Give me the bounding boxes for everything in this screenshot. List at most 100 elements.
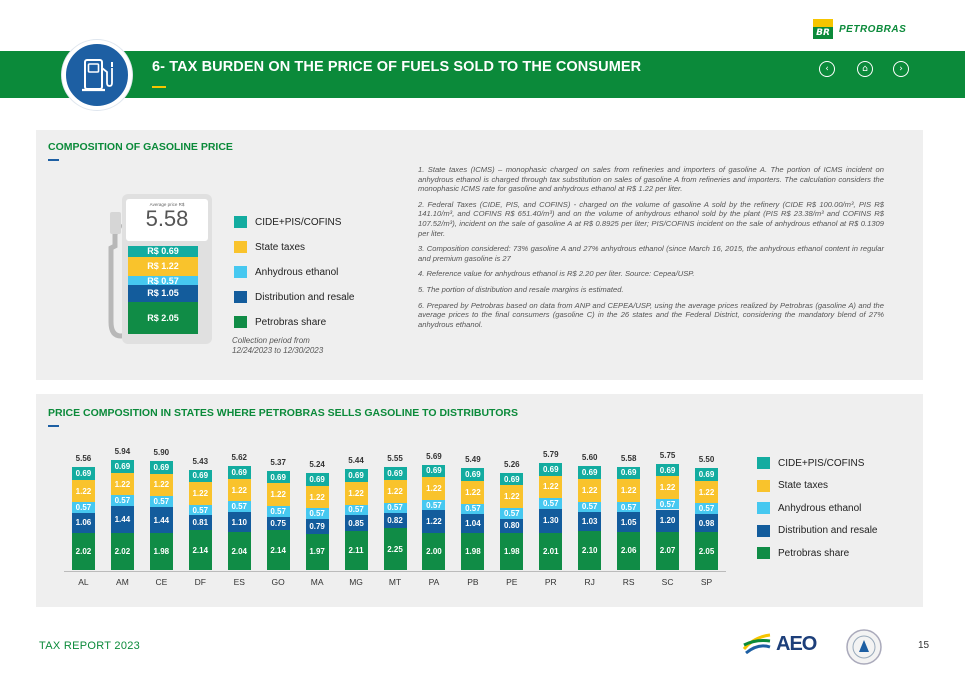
bar-segment: 0.69 [695,468,719,481]
bar-segment: 0.57 [383,502,407,514]
x-tick-label: DF [194,577,206,587]
legend-item-2: Anhydrous ethanol [757,502,878,514]
legend-label: Distribution and resale [255,291,355,303]
bar-segment: 2.14 [188,530,212,570]
bar-total: 5.69 [426,451,442,461]
pump-segment-state: R$ 1.22 [128,256,198,277]
note-5: 5. The portion of distribution and resal… [418,284,624,294]
bar-segment: 1.22 [227,478,251,502]
bar-segment: 1.04 [461,514,485,534]
bar-segment: 0.57 [617,501,641,513]
bar-segment: 2.01 [539,532,563,570]
bar-segment: 2.06 [617,531,641,570]
x-tick-label: SC [661,577,674,587]
section-underline [48,159,59,161]
bar-segment: 1.22 [383,480,407,503]
legend-item-1: State taxes [234,241,355,253]
note-1: 1. State taxes (ICMS) – monophasic charg… [418,165,884,194]
bar-segment: 1.22 [656,476,680,499]
note-6: 6. Prepared by Petrobras based on data f… [418,300,884,329]
bar-total: 5.90 [153,447,170,457]
bar-segment: 0.69 [227,466,251,479]
bar-total: 5.75 [659,450,676,460]
bar-segment: 0.57 [656,498,680,510]
avg-price-label: Average price R$ [149,202,185,207]
bar-segment: 1.10 [227,511,251,533]
section-icon-badge [62,40,132,110]
states-legend: CIDE+PIS/COFINS State taxes Anhydrous etha… [757,457,878,570]
pump-segment-ethanol: R$ 0.57 [128,276,198,286]
legend-swatch [234,216,247,228]
bar-total: 5.43 [192,456,209,466]
legend-label: State taxes [255,241,306,253]
bar-segment: 0.57 [227,501,251,512]
bar-total: 5.50 [698,455,715,465]
bar-MA: 1.97 0.79 0.57 1.22 0.69 [305,440,329,570]
bar-segment: 0.69 [71,467,95,480]
collection-line2: 12/24/2023 to 12/30/2023 [232,346,324,355]
bar-segment: 1.44 [149,506,173,534]
bar-segment: 2.11 [344,530,368,570]
bar-segment: 2.02 [71,532,95,570]
legend-label: State taxes [778,480,829,491]
home-button[interactable]: ⌂ [857,61,873,77]
bar-segment: 0.69 [656,463,680,477]
bar-segment: 0.57 [539,498,563,509]
bar-SP: 2.05 0.98 0.57 1.22 0.69 [695,440,719,570]
bar-segment: 1.44 [110,505,134,533]
bar-segment: 1.98 [149,533,173,570]
x-tick-label: ES [233,577,245,587]
bar-total: 5.79 [542,449,559,459]
bar-total: 5.62 [231,453,248,463]
bar-segment: 1.30 [539,508,563,533]
legend-swatch [234,266,247,278]
x-tick-label: MT [388,577,402,587]
bar-MT: 2.25 0.82 0.57 1.22 0.69 [383,440,407,570]
bar-segment: 0.69 [422,464,446,478]
pump-price-stack: R$ 0.69 R$ 1.22 R$ 0.57 R$ 1.05 R$ 2.05 [128,246,198,334]
bar-total: 5.94 [114,447,131,457]
legend-swatch [757,547,770,559]
legend-swatch [757,479,770,492]
legend-swatch [234,241,247,253]
legend-item-3: Distribution and resale [757,524,878,537]
legend-item-2: Anhydrous ethanol [234,266,355,278]
gasoline-legend: CIDE+PIS/COFINS State taxes Anhydrous etha… [234,216,355,341]
legend-label: Anhydrous ethanol [255,266,339,278]
x-tick-label: PB [467,577,479,587]
bar-segment: 1.98 [461,533,485,570]
states-stacked-bar-chart: 2.02 1.06 0.57 1.22 0.69 5.56 AL 2.02 1.44 0.57 1.… [64,440,726,602]
bar-PA: 2.00 1.22 0.57 1.22 0.69 [422,440,446,570]
bar-segment: 0.69 [461,468,485,481]
legend-swatch [234,291,247,303]
x-tick-label: AL [78,577,89,587]
x-tick-label: RS [622,577,635,587]
bar-segment: 2.25 [383,528,407,570]
bar-segment: 0.82 [383,513,407,529]
bar-CE: 1.98 1.44 0.57 1.22 0.69 [149,440,173,570]
bar-segment: 0.69 [578,466,602,479]
bar-segment: 1.20 [656,509,680,532]
legend-swatch [757,524,770,537]
note-2: 2. Federal Taxes (CIDE, PIS, and COFINS)… [418,199,884,238]
bar-AL: 2.02 1.06 0.57 1.22 0.69 [71,440,95,570]
bar-segment: 0.79 [305,518,329,534]
next-page-button[interactable]: › [893,61,909,77]
x-tick-label: AM [116,577,129,587]
states-section-title: PRICE COMPOSITION IN STATES WHERE PETROB… [48,407,519,419]
bar-DF: 2.14 0.81 0.57 1.22 0.69 [188,440,212,570]
bar-total: 5.49 [465,455,481,465]
bar-segment: 0.69 [539,462,563,476]
bar-segment: 0.57 [188,504,212,516]
notes-list: 1. State taxes (ICMS) – monophasic charg… [418,165,884,335]
bar-segment: 1.22 [500,485,524,509]
bar-segment: 0.57 [500,508,524,519]
bar-ES: 2.04 1.10 0.57 1.22 0.69 [227,440,251,570]
report-title: TAX REPORT 2023 [39,640,141,652]
prev-page-button[interactable]: ‹ [819,61,835,77]
bar-segment: 0.75 [266,516,290,531]
bar-segment: 1.22 [578,478,602,502]
bar-segment: 0.57 [266,505,290,517]
x-tick-label: PE [506,577,518,587]
bar-segment: 2.05 [695,532,719,570]
